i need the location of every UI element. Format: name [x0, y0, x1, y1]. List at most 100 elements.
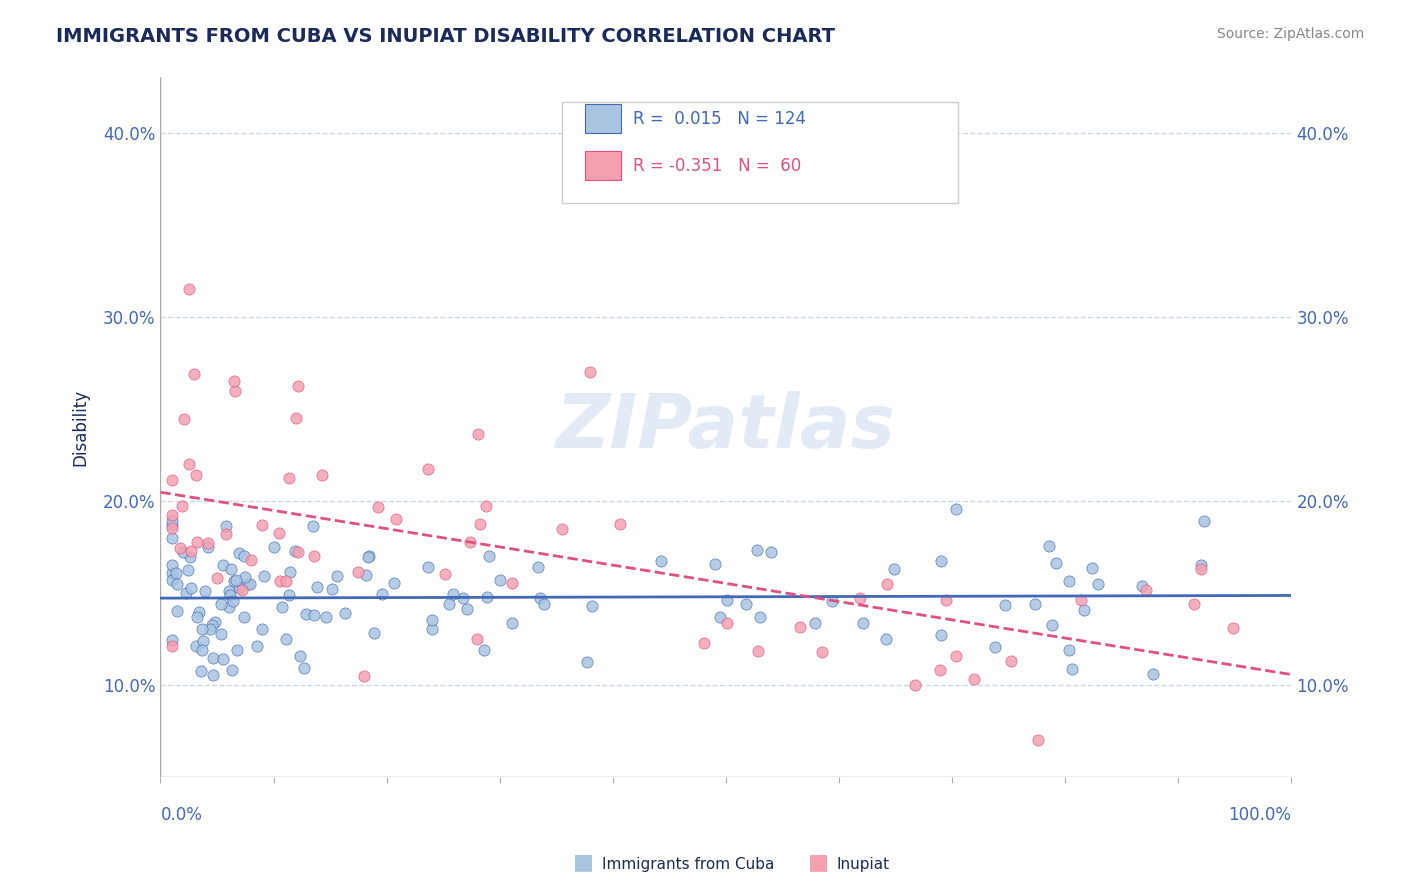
Point	[211, 652, 233, 666]
Point	[551, 522, 574, 536]
Point	[307, 580, 329, 594]
Point	[267, 525, 290, 540]
Point	[1142, 667, 1164, 681]
Point	[233, 610, 256, 624]
Point	[184, 468, 207, 483]
Point	[236, 576, 259, 591]
Point	[160, 508, 183, 523]
Point	[180, 544, 202, 558]
Text: Immigrants from Cuba: Immigrants from Cuba	[602, 857, 775, 872]
Point	[529, 591, 551, 606]
Point	[420, 613, 443, 627]
Point	[478, 549, 501, 563]
Point	[467, 427, 489, 442]
Point	[1045, 556, 1067, 570]
Point	[270, 600, 292, 615]
Point	[458, 535, 481, 549]
Point	[233, 569, 256, 583]
Point	[218, 583, 240, 598]
Point	[357, 549, 380, 564]
Point	[280, 565, 302, 579]
Point	[1087, 577, 1109, 591]
Point	[821, 594, 844, 608]
Point	[367, 500, 389, 514]
Point	[1070, 592, 1092, 607]
Point	[205, 571, 228, 585]
Point	[160, 573, 183, 587]
Point	[231, 583, 253, 598]
Point	[501, 576, 523, 591]
Text: Inupiat: Inupiat	[837, 857, 890, 872]
Point	[803, 616, 825, 631]
Point	[1130, 578, 1153, 592]
Point	[501, 615, 523, 630]
Point	[228, 546, 250, 560]
Point	[434, 567, 457, 582]
Point	[468, 516, 491, 531]
Point	[875, 632, 897, 646]
Point	[935, 593, 957, 607]
Point	[441, 587, 464, 601]
Point	[650, 554, 672, 568]
Point	[437, 597, 460, 611]
Point	[222, 374, 245, 388]
Point	[852, 615, 875, 630]
Point	[418, 559, 440, 574]
Point	[186, 535, 208, 549]
Point	[169, 541, 191, 556]
Point	[191, 622, 214, 636]
Point	[285, 410, 308, 425]
Point	[160, 639, 183, 653]
Point	[848, 591, 870, 605]
Point	[160, 473, 183, 487]
Text: R = -0.351   N =  60: R = -0.351 N = 60	[633, 156, 801, 175]
Point	[734, 597, 756, 611]
Point	[356, 568, 378, 582]
Point	[239, 577, 262, 591]
Point	[166, 604, 188, 618]
Point	[160, 518, 183, 533]
Point	[609, 516, 631, 531]
Point	[225, 643, 247, 657]
Point	[201, 617, 224, 632]
Text: ■: ■	[808, 853, 828, 872]
Point	[703, 557, 725, 571]
Point	[177, 457, 200, 471]
Point	[1057, 643, 1080, 657]
Point	[295, 607, 318, 621]
FancyBboxPatch shape	[585, 151, 621, 180]
Point	[1040, 617, 1063, 632]
Point	[202, 668, 225, 682]
Point	[811, 645, 834, 659]
Point	[201, 651, 224, 665]
Text: IMMIGRANTS FROM CUBA VS INUPIAT DISABILITY CORRELATION CHART: IMMIGRANTS FROM CUBA VS INUPIAT DISABILI…	[56, 27, 835, 45]
Point	[789, 620, 811, 634]
Point	[945, 649, 967, 664]
Point	[250, 622, 273, 636]
Point	[287, 379, 309, 393]
Point	[475, 500, 498, 514]
Point	[170, 499, 193, 513]
Point	[225, 574, 247, 588]
Point	[191, 634, 214, 648]
Point	[233, 549, 256, 564]
Point	[465, 632, 488, 646]
Point	[269, 574, 291, 588]
Point	[215, 527, 238, 541]
Point	[1057, 574, 1080, 588]
Point	[1026, 732, 1049, 747]
Point	[929, 663, 952, 677]
Point	[290, 649, 312, 664]
Point	[209, 626, 232, 640]
Point	[1000, 654, 1022, 668]
Point	[302, 519, 325, 533]
Point	[263, 540, 285, 554]
Point	[1135, 582, 1157, 597]
Point	[357, 550, 380, 565]
Point	[278, 471, 301, 485]
Point	[219, 588, 242, 602]
Point	[929, 553, 952, 567]
Point	[246, 639, 269, 653]
Point	[963, 673, 986, 687]
Point	[180, 582, 202, 596]
